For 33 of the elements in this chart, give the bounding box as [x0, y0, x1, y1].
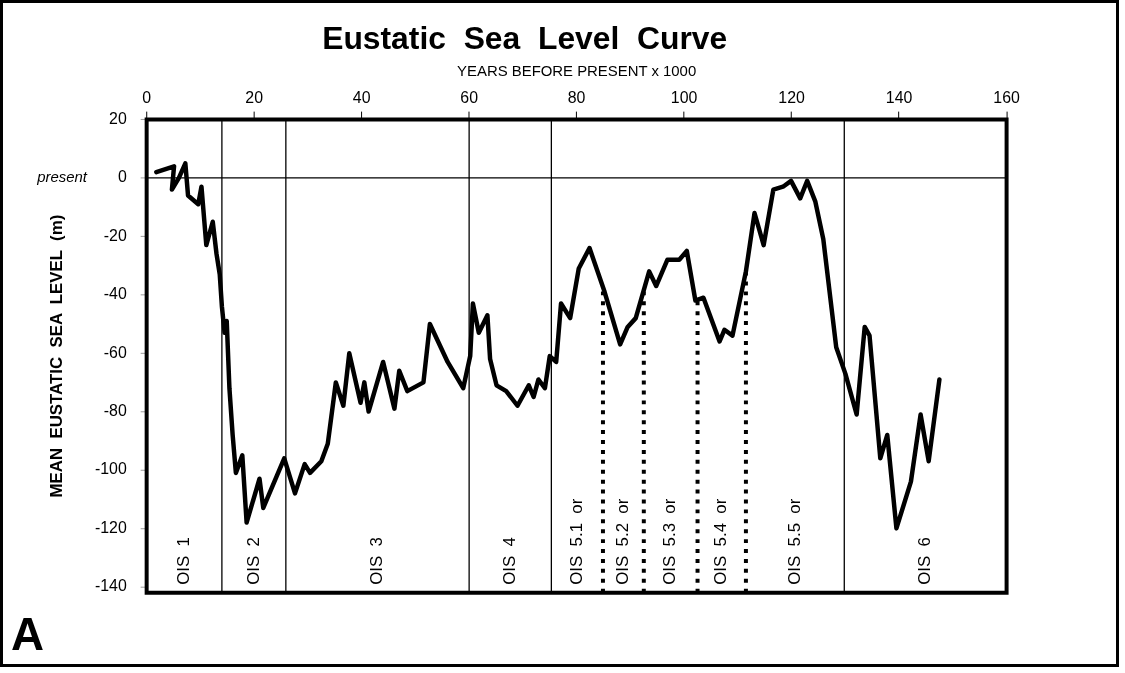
x-tick-label: 0 — [142, 89, 152, 107]
y-tick-label: -20 — [103, 226, 127, 244]
annotation: OIS 3 — [367, 537, 387, 585]
y-axis-title: MEAN EUSTATIC SEA LEVEL (m) — [46, 214, 66, 498]
x-tick-label: 140 — [885, 89, 913, 107]
ref-line-label: present — [36, 169, 88, 186]
annotation: OIS 5.3 or — [660, 498, 680, 585]
y-tick-label: 0 — [117, 168, 127, 186]
x-tick-label: 120 — [778, 89, 806, 107]
annotation: OIS 4 — [499, 537, 519, 585]
annotation: OIS 1 — [173, 537, 193, 585]
x-tick-label: 80 — [567, 89, 586, 107]
x-tick-label: 20 — [245, 89, 264, 107]
x-tick-label: 60 — [460, 89, 479, 107]
annotation: OIS 5.5 or — [784, 498, 804, 585]
y-tick-label: -140 — [94, 577, 127, 595]
x-tick-label: 100 — [670, 89, 698, 107]
annotation: OIS 2 — [243, 537, 263, 585]
y-tick-label: -100 — [94, 460, 127, 478]
y-tick-label: -80 — [103, 401, 127, 419]
x-tick-label: 160 — [993, 89, 1021, 107]
annotation: OIS 5.1 or — [566, 498, 586, 585]
y-tick-label: -120 — [94, 518, 127, 536]
y-tick-label: -60 — [103, 343, 127, 361]
x-tick-label: 40 — [352, 89, 371, 107]
annotation: OIS 6 — [915, 537, 935, 585]
annotation: OIS 5.2 or — [613, 498, 633, 585]
annotation: OIS 5.4 or — [711, 498, 731, 585]
y-tick-label: -40 — [103, 285, 127, 303]
y-tick-label: 20 — [109, 109, 127, 127]
chart-title: Eustatic Sea Level Curve — [322, 19, 728, 56]
x-axis-title: YEARS BEFORE PRESENT x 1000 — [457, 62, 697, 79]
text: A — [10, 608, 44, 660]
